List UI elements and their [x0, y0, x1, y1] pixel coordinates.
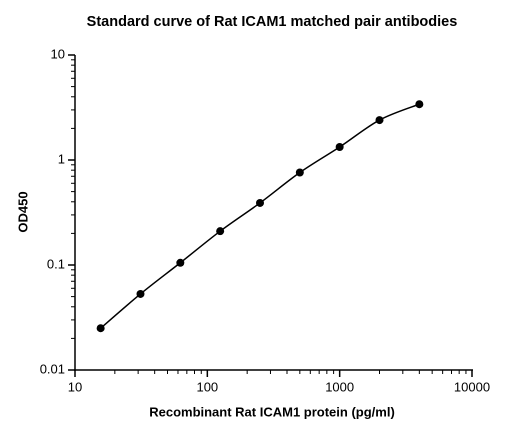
data-point	[96, 324, 105, 333]
x-tick-label: 10000	[454, 379, 490, 394]
y-tick-label: 0.1	[47, 256, 65, 271]
data-point	[216, 227, 225, 236]
data-point	[415, 100, 424, 109]
y-tick-label: 0.01	[40, 361, 65, 376]
fit-curve	[100, 103, 420, 329]
x-tick-label: 1000	[325, 379, 354, 394]
data-point	[255, 198, 264, 207]
y-tick-label: 1	[58, 151, 65, 166]
data-point	[295, 168, 304, 177]
y-tick-label: 10	[51, 46, 65, 61]
data-point	[136, 289, 145, 298]
chart-title: Standard curve of Rat ICAM1 matched pair…	[87, 14, 458, 30]
y-axis-label: OD450	[15, 191, 30, 232]
x-tick-label: 100	[196, 379, 218, 394]
x-axis-label: Recombinant Rat ICAM1 protein (pg/ml)	[149, 404, 395, 419]
data-point	[375, 116, 384, 125]
x-tick-label: 10	[68, 379, 82, 394]
data-point	[335, 142, 344, 151]
data-point	[176, 258, 185, 267]
